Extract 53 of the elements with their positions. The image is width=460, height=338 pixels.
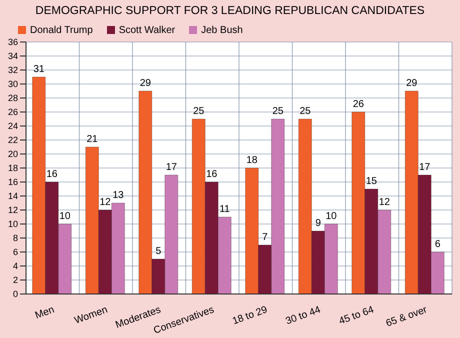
- y-tick-label: 22: [8, 135, 18, 146]
- data-label: 25: [272, 106, 284, 117]
- data-label: 16: [206, 169, 218, 180]
- data-label: 10: [326, 211, 338, 222]
- y-tick-label: 18: [8, 163, 18, 174]
- y-tick-label: 26: [8, 107, 18, 118]
- data-label: 12: [378, 197, 390, 208]
- y-tick-label: 36: [8, 37, 18, 48]
- data-label: 17: [166, 162, 178, 173]
- data-label: 9: [315, 218, 322, 229]
- y-tick-label: 2: [12, 275, 18, 286]
- data-label: 18: [246, 155, 258, 166]
- x-tick-label: 65 & over: [384, 304, 430, 330]
- data-label: 31: [33, 64, 45, 75]
- data-label: 29: [140, 78, 152, 89]
- y-tick-label: 24: [8, 121, 18, 132]
- x-tick-label: Men: [34, 304, 56, 322]
- y-tick-label: 28: [8, 93, 18, 104]
- chart-title: DEMOGRAPHIC SUPPORT FOR 3 LEADING REPUBLICAN CANDIDATES: [34, 4, 426, 19]
- data-label: 21: [86, 134, 98, 145]
- y-tick-label: 20: [8, 149, 18, 160]
- data-label: 29: [406, 78, 418, 89]
- y-tick-label: 16: [8, 177, 18, 188]
- data-label: 25: [300, 106, 312, 117]
- y-tick-label: 8: [12, 233, 18, 244]
- y-tick-label: 34: [8, 51, 18, 62]
- y-tick-label: 30: [8, 79, 18, 90]
- legend-label: Jeb Bush: [200, 24, 243, 36]
- data-label: 15: [366, 176, 378, 187]
- data-label: 25: [193, 106, 205, 117]
- data-label: 17: [419, 162, 431, 173]
- y-tick-label: 4: [12, 261, 18, 272]
- data-label: 5: [156, 246, 162, 257]
- y-tick-label: 10: [8, 219, 18, 230]
- y-tick-label: 32: [8, 65, 18, 76]
- legend-label: Donald Trump: [29, 24, 93, 36]
- data-label: 12: [100, 197, 112, 208]
- x-tick-label: 18 to 29: [231, 304, 270, 328]
- data-label: 16: [46, 169, 58, 180]
- y-tick-label: 12: [8, 205, 18, 216]
- x-tick-label: 30 to 44: [284, 304, 322, 328]
- x-tick-label: 45 to 64: [338, 304, 376, 328]
- data-label: 26: [352, 99, 364, 110]
- y-tick-label: 6: [12, 247, 18, 258]
- data-label: 13: [112, 190, 124, 201]
- y-tick-label: 14: [8, 191, 18, 202]
- y-tick-label: 0: [12, 289, 18, 300]
- data-label: 6: [434, 239, 441, 250]
- x-tick-label: Women: [73, 304, 110, 327]
- data-label: 7: [262, 232, 268, 243]
- data-label: 11: [219, 204, 230, 215]
- legend-label: Scott Walker: [118, 24, 176, 36]
- data-label: 10: [59, 211, 71, 222]
